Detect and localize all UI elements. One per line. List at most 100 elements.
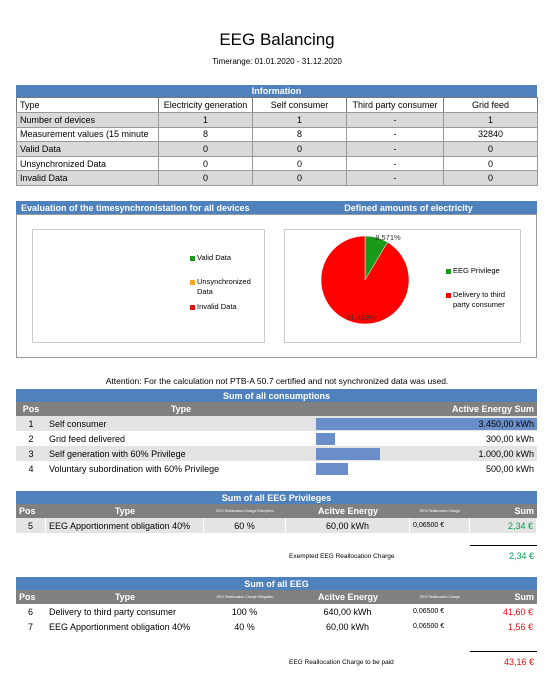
cell: 0 [158,141,253,157]
legend-label: Unsynchronized Data [197,277,251,296]
cell: 2,34 € [470,518,537,533]
column-header: Acitve Energy [286,504,410,518]
cell: EEG Apportionment obligation 40% [46,518,204,533]
bar [316,432,336,445]
cell: Self generation with 60% Privilege [49,448,186,459]
cell: - [346,112,444,128]
column-header: Electricity generation [158,97,253,113]
cell: 6 [16,604,46,619]
attention: Attention: For the calculation not PTB-A… [105,376,449,386]
panel-title: Evaluation of the timesynchronistation f… [21,202,250,213]
cell: 3 [28,448,34,459]
column-header: Pos [16,402,46,416]
cell: 1.000,00 kWh [478,448,534,459]
cell: 100 % [204,604,286,619]
cell: 3.450,00 kWh [478,418,534,429]
cell: 0 [252,155,347,172]
cell: 60 % [204,518,286,533]
total-label: Exempted EEG Reallocation Charge [289,552,395,560]
column-header: EEG Reallocation Charge [410,590,470,604]
cell: 0 [443,155,538,172]
legend-label: Delivery to third party consumer [453,290,506,309]
cell: 1 [252,112,347,128]
data-label: 8,571% [375,233,401,242]
cell: 1 [28,418,34,429]
cell: - [346,170,444,186]
cell: 8 [252,126,347,143]
chart-box [284,229,521,343]
column-header: Sum [470,590,537,604]
cell: Unsynchronized Data [16,155,159,172]
legend-swatch [190,280,195,285]
title: EEG Balancing [219,30,335,49]
legend-label: Valid Data [197,253,232,262]
cell: 0 [158,155,253,172]
legend-swatch [190,256,195,261]
cell: - [346,155,444,172]
cell: 0 [252,141,347,157]
column-header: Self consumer [252,97,347,113]
cell: 0,06500 € [410,619,470,634]
data-label: 91,429% [346,313,376,322]
column-header: Type [46,504,204,518]
cell: 5 [16,518,46,533]
section-bar [16,201,537,214]
total: 43,16 € [503,657,534,667]
column-header: EEG Reallocation Charge Obligation [204,590,286,604]
legend-label: Invalid Data [197,302,237,311]
cell: Grid feed delivered [49,433,126,444]
bar [316,462,349,475]
cell: 0 [443,170,538,186]
column-header: Third party consumer [346,97,444,113]
cell: 0,06500 € [410,518,470,533]
cell: 1,56 € [470,619,537,634]
cell: Invalid Data [16,170,159,186]
total: 2,34 € [508,551,534,561]
legend-swatch [190,305,195,310]
cell: 0,06500 € [410,604,470,619]
column-header: EEG Reallocation Charge Exemption [204,504,286,518]
cell: 1 [158,112,253,128]
cell: - [346,126,444,143]
panel-title: Defined amounts of electricity [344,202,473,213]
column-header: Acitve Energy [286,590,410,604]
chart-box [32,229,265,343]
bar [316,447,381,460]
column-header: Type [16,97,159,113]
cell: EEG Apportionment obligation 40% [46,619,204,634]
cell: Measurement values (15 minute [16,126,159,143]
cell: 60,00 kWh [286,518,410,533]
cell: Number of devices [16,112,159,128]
column-header: Pos [16,504,46,518]
column-header: Type [46,402,316,416]
legend-swatch [446,293,451,298]
row-bg [16,446,537,461]
row-bg [16,431,537,446]
rule [470,545,537,546]
cell: 32840 [443,126,538,143]
cell: Self consumer [49,418,107,429]
legend-swatch [446,269,451,274]
cell: Delivery to third party consumer [46,604,204,619]
cell: - [346,141,444,157]
panel [16,214,537,358]
cell: 60,00 kWh [286,619,410,634]
section-bar: Sum of all EEG [16,577,537,590]
timerange: Timerange: 01.01.2020 - 31.12.2020 [212,56,342,66]
column-header: Type [46,590,204,604]
cell: 0 [158,170,253,186]
cell: Voluntary subordination with 60% Privile… [49,463,220,474]
cell: 41,60 € [470,604,537,619]
cell: Valid Data [16,141,159,157]
section-bar: Sum of all consumptions [16,389,537,402]
cell: 300,00 kWh [485,433,534,444]
cell: 40 % [204,619,286,634]
cell: 7 [16,619,46,634]
column-header: Grid feed [443,97,538,113]
total-label: EEG Reallocation Charge to be paid [289,658,394,666]
pie-slice [320,235,410,325]
cell: 0 [252,170,347,186]
bar [316,417,537,430]
column-header: Active Energy Sum [316,402,537,416]
